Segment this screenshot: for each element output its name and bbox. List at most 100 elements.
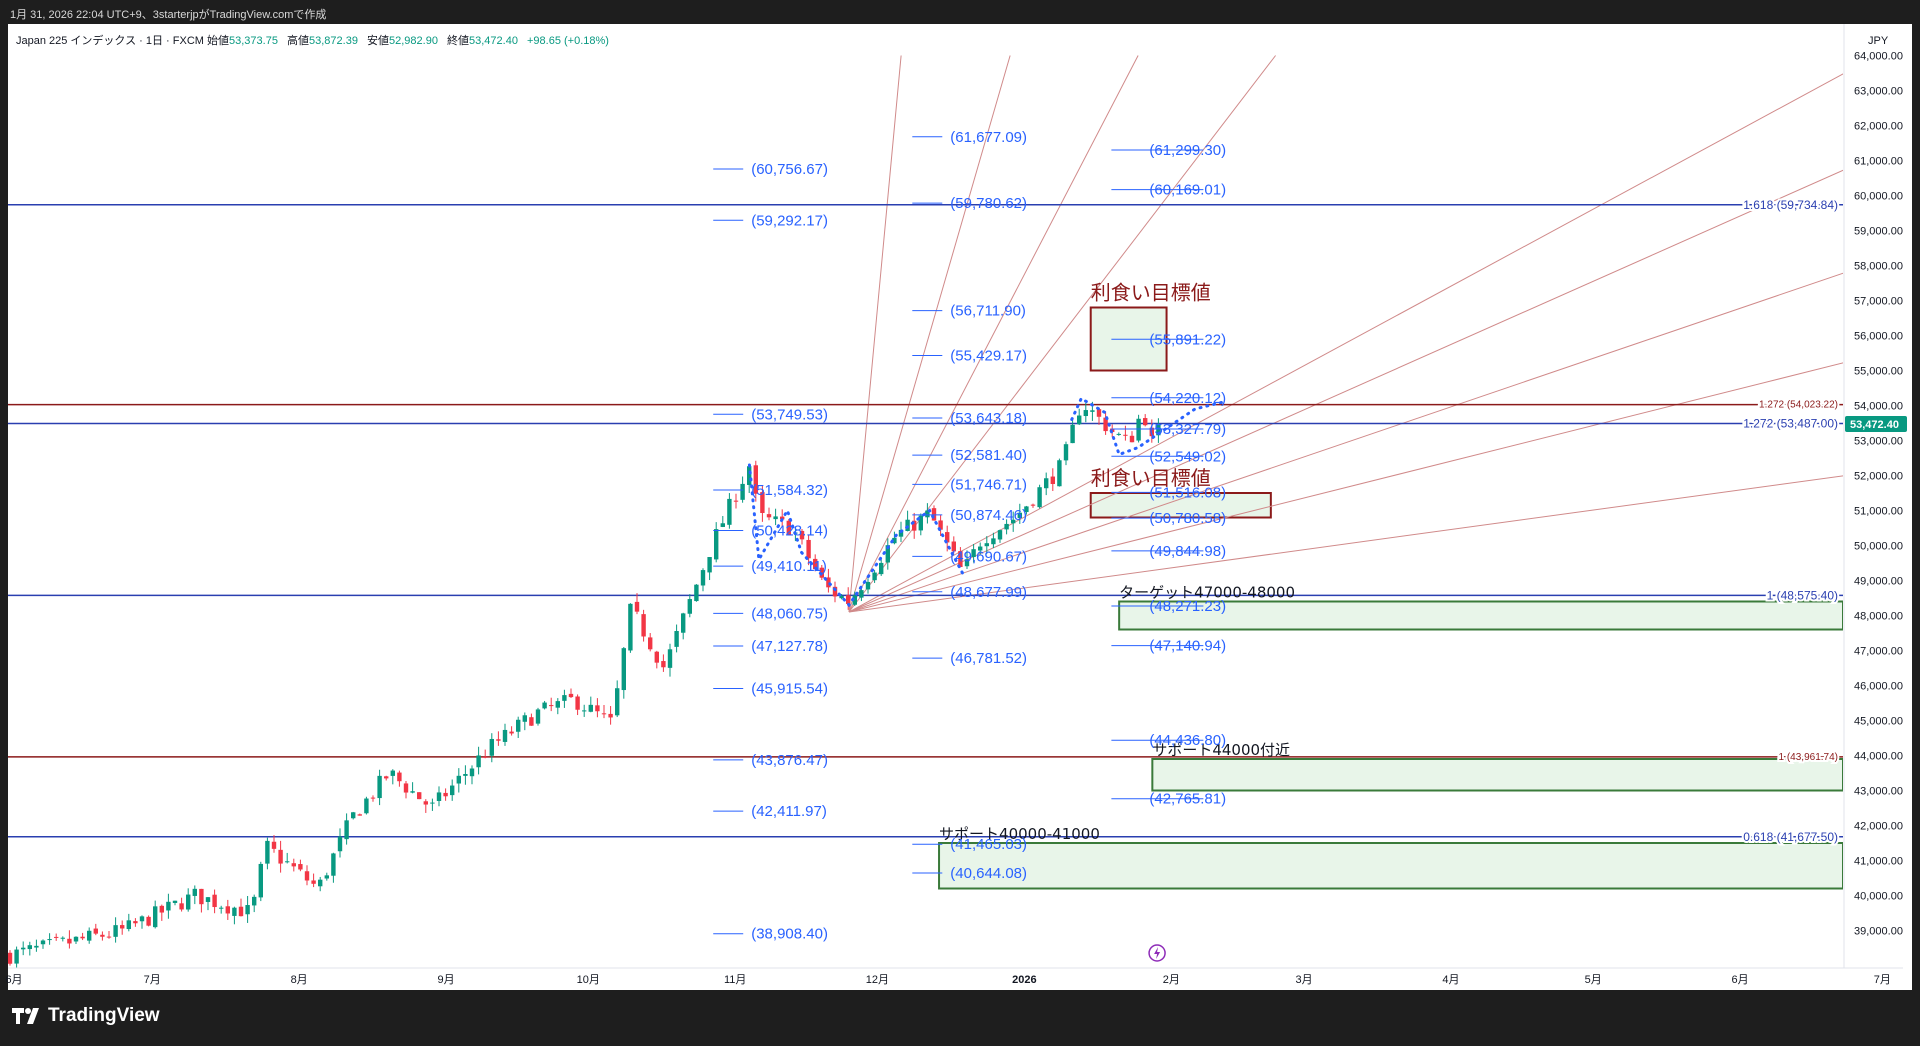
candle-body bbox=[60, 937, 65, 939]
x-tick-label: 11月 bbox=[724, 974, 746, 986]
candle-body bbox=[1070, 424, 1075, 444]
candle-body bbox=[648, 637, 653, 650]
high-label: 高値 bbox=[287, 35, 309, 47]
candle-body bbox=[925, 510, 930, 518]
candle-body bbox=[205, 897, 211, 902]
candle-body bbox=[1123, 434, 1128, 436]
tradingview-logo[interactable]: TradingView bbox=[12, 1005, 160, 1027]
last-price-badge bbox=[1845, 415, 1907, 432]
fan-line bbox=[848, 272, 1843, 613]
candle-body bbox=[931, 508, 937, 521]
top-bar: 1月 31, 2026 22:04 UTC+9、3starterjpがTradi… bbox=[0, 0, 1920, 24]
level-label: 1.272 (53,487.00) bbox=[1743, 416, 1838, 430]
candle-body bbox=[608, 713, 613, 718]
x-tick-label: 2月 bbox=[1163, 974, 1180, 986]
fib-level-label: (43,876.47) bbox=[751, 752, 828, 769]
candle-body bbox=[318, 879, 323, 887]
fib-level-label: (48,060.75) bbox=[751, 605, 828, 622]
y-tick-label: 62,000.00 bbox=[1854, 121, 1903, 133]
created-by-text: 1月 31, 2026 22:04 UTC+9、3starterjpがTradi… bbox=[10, 9, 327, 21]
candle-body bbox=[483, 756, 488, 758]
y-tick-label: 42,000.00 bbox=[1854, 821, 1903, 833]
candle-body bbox=[971, 549, 976, 557]
candle-body bbox=[377, 775, 382, 799]
fib-level-label: (55,429.17) bbox=[950, 347, 1027, 364]
candle-body bbox=[1063, 444, 1069, 461]
candle-body bbox=[113, 925, 118, 937]
x-tick-label: 12月 bbox=[866, 974, 889, 986]
candle-body bbox=[1103, 417, 1108, 432]
y-tick-label: 50,000.00 bbox=[1854, 541, 1903, 553]
candle-body bbox=[120, 925, 125, 929]
candle-body bbox=[846, 595, 851, 604]
candle-body bbox=[1116, 433, 1121, 435]
candle-body bbox=[753, 465, 758, 494]
y-tick-label: 54,000.00 bbox=[1854, 401, 1903, 413]
y-tick-label: 60,000.00 bbox=[1854, 191, 1903, 203]
close-label: 終値 bbox=[447, 35, 469, 47]
fib-level-label: (40,644.08) bbox=[950, 865, 1027, 882]
y-tick-label: 57,000.00 bbox=[1854, 296, 1903, 308]
y-tick-label: 61,000.00 bbox=[1854, 156, 1903, 168]
candle-body bbox=[469, 768, 475, 777]
fan-line bbox=[848, 73, 1843, 613]
candle-body bbox=[153, 906, 158, 928]
fib-level-label: (48,677.99) bbox=[950, 584, 1027, 601]
candle-body bbox=[549, 705, 554, 707]
candle-body bbox=[397, 772, 402, 782]
candle-body bbox=[839, 595, 844, 599]
target-zone bbox=[1118, 600, 1843, 631]
candle-body bbox=[27, 945, 32, 950]
currency-label: JPY bbox=[1868, 35, 1889, 47]
candle-body bbox=[700, 570, 706, 586]
zigzag-dotted-path bbox=[1070, 396, 1225, 457]
candle-body bbox=[733, 500, 739, 502]
low-label: 安値 bbox=[367, 35, 389, 47]
y-tick-label: 49,000.00 bbox=[1854, 576, 1903, 588]
candle-body bbox=[806, 539, 811, 559]
fan-line bbox=[848, 55, 1011, 613]
candle-body bbox=[219, 907, 224, 909]
fib-level-label: (46,781.52) bbox=[950, 650, 1027, 667]
candle-body bbox=[146, 916, 151, 926]
fib-level-label: (53,643.18) bbox=[950, 410, 1027, 427]
candle-body bbox=[661, 661, 666, 668]
candle-body bbox=[1077, 415, 1082, 425]
fib-level-label: (60,756.67) bbox=[751, 161, 828, 178]
candle-body bbox=[410, 791, 415, 793]
target-zone bbox=[1151, 758, 1843, 792]
candle-body bbox=[331, 853, 336, 876]
plot-area bbox=[8, 55, 1843, 968]
candle-body bbox=[859, 590, 864, 598]
candle-body bbox=[179, 903, 184, 910]
zone-label: ターゲット47000-48000 bbox=[1119, 584, 1295, 602]
candle-body bbox=[799, 530, 805, 540]
x-tick-label: 6月 bbox=[1732, 974, 1749, 986]
fan-line bbox=[848, 55, 902, 613]
candle-body bbox=[865, 581, 871, 590]
candle-body bbox=[351, 812, 356, 819]
candle-body bbox=[100, 934, 105, 937]
candle-body bbox=[238, 906, 244, 917]
y-tick-label: 56,000.00 bbox=[1854, 331, 1903, 343]
footer-bar bbox=[0, 990, 1920, 1046]
level-label: 1.618 (59,734.84) bbox=[1743, 198, 1838, 212]
candle-body bbox=[826, 577, 831, 588]
candle-body bbox=[344, 820, 349, 840]
candle-body bbox=[245, 905, 250, 915]
candle-body bbox=[172, 900, 178, 903]
candle-body bbox=[93, 928, 98, 934]
candle-body bbox=[80, 936, 85, 939]
candle-body bbox=[562, 695, 567, 701]
y-tick-label: 52,000.00 bbox=[1854, 471, 1903, 483]
candle-body bbox=[568, 693, 574, 698]
candle-body bbox=[133, 921, 138, 924]
fib-level-label: (53,327.79) bbox=[1149, 421, 1226, 438]
fib-level-label: (47,140.94) bbox=[1149, 638, 1226, 655]
x-tick-label: 4月 bbox=[1442, 974, 1459, 986]
tradingview-logo-icon bbox=[12, 1008, 39, 1024]
candle-body bbox=[707, 557, 712, 573]
candle-body bbox=[436, 792, 442, 801]
candle-body bbox=[212, 894, 217, 908]
